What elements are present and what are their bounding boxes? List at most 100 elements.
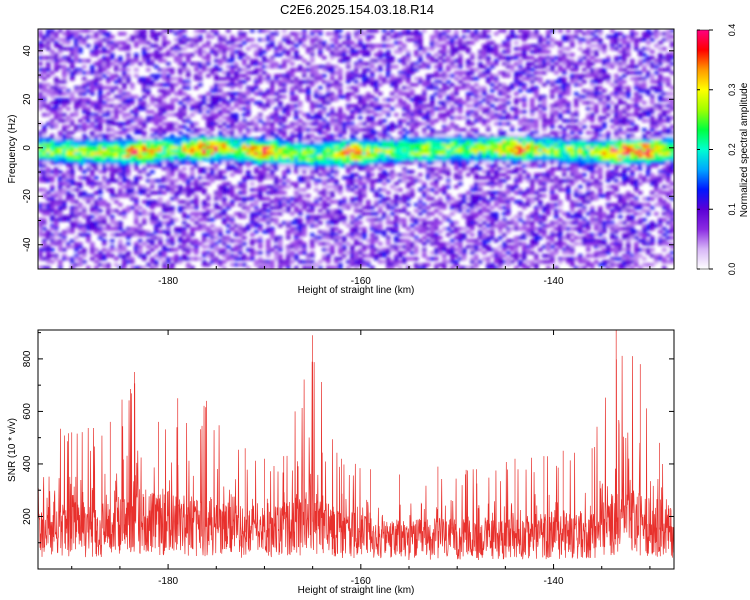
heatmap-cell: [230, 113, 235, 117]
heatmap-cell: [370, 161, 375, 165]
heatmap-cell: [358, 74, 363, 78]
heatmap-cell: [70, 164, 75, 168]
heatmap-cell: [42, 104, 47, 108]
heatmap-cell: [174, 77, 179, 81]
heatmap-cell: [442, 125, 447, 129]
heatmap-cell: [422, 107, 427, 111]
heatmap-cell: [150, 239, 155, 243]
heatmap-cell: [234, 146, 239, 150]
heatmap-cell: [322, 230, 327, 234]
heatmap-cell: [186, 44, 191, 48]
heatmap-cell: [414, 50, 419, 54]
heatmap-cell: [226, 119, 231, 123]
heatmap-cell: [366, 146, 371, 150]
heatmap-cell: [282, 107, 287, 111]
heatmap-cell: [290, 104, 295, 108]
heatmap-cell: [226, 74, 231, 78]
heatmap-cell: [306, 200, 311, 204]
heatmap-cell: [350, 104, 355, 108]
heatmap-cell: [446, 29, 451, 33]
heatmap-cell: [282, 50, 287, 54]
heatmap-cell: [126, 209, 131, 213]
heatmap-cell: [174, 167, 179, 171]
heatmap-cell: [426, 239, 431, 243]
heatmap-cell: [130, 161, 135, 165]
heatmap-cell: [130, 38, 135, 42]
heatmap-cell: [166, 188, 171, 192]
heatmap-cell: [270, 161, 275, 165]
heatmap-cell: [446, 65, 451, 69]
heatmap-cell: [262, 218, 267, 222]
heatmap-cell: [38, 68, 43, 72]
heatmap-cell: [410, 140, 415, 144]
heatmap-cell: [350, 74, 355, 78]
heatmap-cell: [398, 137, 403, 141]
heatmap-cell: [38, 224, 43, 228]
heatmap-cell: [414, 29, 419, 33]
heatmap-cell: [338, 140, 343, 144]
heatmap-cell: [258, 146, 263, 150]
heatmap-cell: [114, 263, 119, 267]
heatmap-cell: [306, 164, 311, 168]
heatmap-cell: [154, 230, 159, 234]
heatmap-cell: [102, 233, 107, 237]
heatmap-cell: [122, 74, 127, 78]
heatmap-cell: [118, 242, 123, 246]
heatmap-cell: [306, 218, 311, 222]
heatmap-cell: [138, 38, 143, 42]
heatmap-cell: [42, 143, 47, 147]
heatmap-cell: [310, 56, 315, 60]
heatmap-cell: [134, 227, 139, 231]
heatmap-cell: [118, 224, 123, 228]
heatmap-cell: [238, 125, 243, 129]
heatmap-cell: [390, 212, 395, 216]
heatmap-cell: [242, 191, 247, 195]
heatmap-cell: [274, 107, 279, 111]
heatmap-cell: [350, 182, 355, 186]
heatmap-cell: [50, 86, 55, 90]
heatmap-cell: [306, 47, 311, 51]
heatmap-cell: [262, 209, 267, 213]
heatmap-cell: [386, 251, 391, 255]
heatmap-cell: [322, 41, 327, 45]
heatmap-cell: [374, 59, 379, 63]
heatmap-cell: [170, 191, 175, 195]
heatmap-cell: [274, 47, 279, 51]
heatmap-cell: [414, 248, 419, 252]
heatmap-cell: [46, 62, 51, 66]
heatmap-cell: [142, 161, 147, 165]
heatmap-cell: [334, 119, 339, 123]
heatmap-cell: [346, 260, 351, 264]
heatmap-cell: [454, 206, 459, 210]
heatmap-cell: [282, 80, 287, 84]
heatmap-cell: [338, 122, 343, 126]
heatmap-cell: [226, 110, 231, 114]
heatmap-cell: [246, 257, 251, 261]
heatmap-cell: [86, 215, 91, 219]
heatmap-cell: [258, 257, 263, 261]
heatmap-cell: [118, 239, 123, 243]
heatmap-cell: [126, 53, 131, 57]
heatmap-cell: [426, 65, 431, 69]
heatmap-cell: [178, 107, 183, 111]
heatmap-cell: [130, 155, 135, 159]
heatmap-cell: [134, 182, 139, 186]
heatmap-cell: [118, 158, 123, 162]
heatmap-cell: [182, 62, 187, 66]
heatmap-cell: [50, 140, 55, 144]
heatmap-cell: [182, 152, 187, 156]
heatmap-cell: [298, 251, 303, 255]
heatmap-cell: [222, 71, 227, 75]
heatmap-cell: [46, 191, 51, 195]
heatmap-cell: [42, 242, 47, 246]
heatmap-cell: [286, 155, 291, 159]
heatmap-cell: [106, 113, 111, 117]
heatmap-cell: [278, 65, 283, 69]
heatmap-cell: [106, 266, 111, 269]
heatmap-cell: [382, 59, 387, 63]
heatmap-cell: [270, 266, 275, 269]
heatmap-cell: [166, 149, 171, 153]
heatmap-cell: [134, 266, 139, 269]
heatmap-cell: [50, 125, 55, 129]
heatmap-cell: [274, 92, 279, 96]
